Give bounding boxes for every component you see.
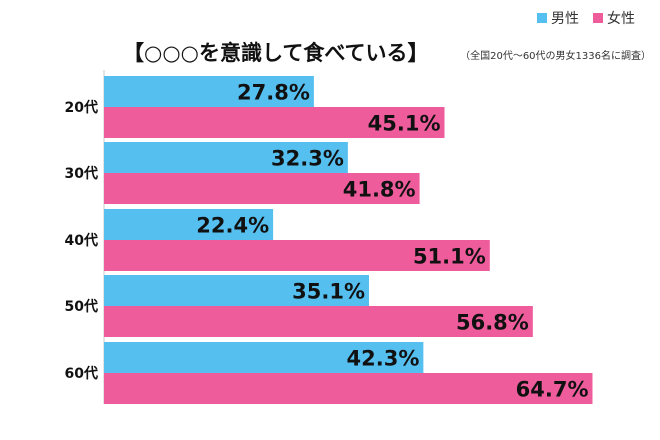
data-label-female: 45.1% (368, 112, 441, 136)
category-label: 30代 (65, 165, 98, 182)
data-label-female: 51.1% (413, 245, 486, 269)
bar-female (104, 306, 533, 337)
data-label-female: 56.8% (456, 311, 529, 335)
data-label-male: 35.1% (292, 280, 365, 304)
data-label-male: 32.3% (271, 147, 344, 171)
data-labels-group: 27.8% 45.1% 32.3% 41.8% 22.4% 51.1% 35.1% 56.8%… (196, 81, 588, 402)
legend-swatch-female (593, 13, 603, 23)
bar-male (104, 342, 424, 373)
chart-subtitle: （全国20代～60代の男女1336名に調査） (460, 49, 651, 62)
data-label-male: 27.8% (237, 81, 310, 105)
category-label: 20代 (65, 99, 98, 116)
bar-male (104, 142, 348, 173)
bar-male (104, 275, 370, 306)
legend-label-male: 男性 (551, 11, 579, 27)
bar-male (104, 76, 314, 107)
bar-female (104, 240, 490, 271)
legend-label-female: 女性 (607, 10, 635, 27)
legend-swatch-male (537, 13, 547, 23)
data-label-female: 64.7% (516, 378, 589, 402)
bar-male (104, 209, 274, 240)
bars-group (104, 76, 593, 404)
category-ticks-group: 20代 30代 40代 50代 60代 (65, 99, 98, 382)
data-label-male: 22.4% (196, 214, 269, 238)
data-label-male: 42.3% (347, 347, 420, 371)
data-label-female: 41.8% (343, 178, 416, 202)
legend: 男性 女性 (537, 10, 635, 27)
category-label: 40代 (65, 232, 98, 249)
bar-female (104, 107, 445, 138)
bar-female (104, 173, 420, 204)
category-label: 60代 (65, 365, 98, 382)
category-label: 50代 (65, 298, 98, 315)
bar-female (104, 373, 593, 404)
chart-title: 【○○○を意識して食べている】 (123, 41, 429, 65)
